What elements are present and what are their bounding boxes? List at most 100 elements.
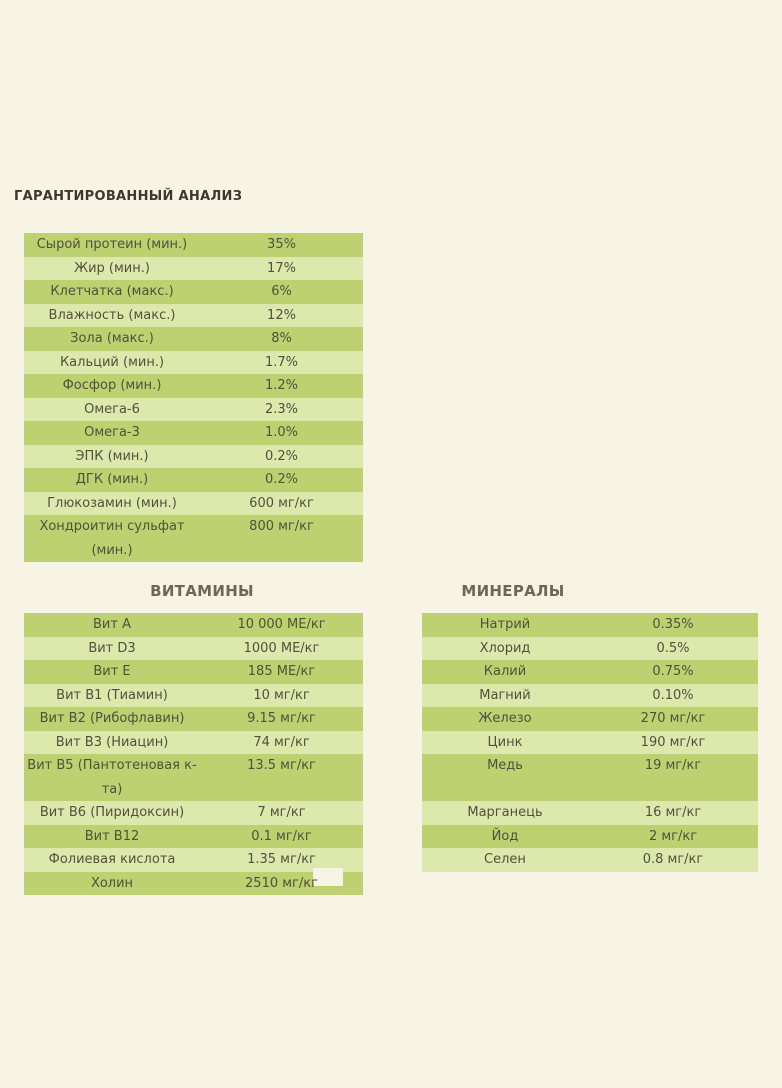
vitamins-heading: ВИТАМИНЫ [150,582,254,600]
row-value: 1000 МЕ/кг [243,640,320,656]
row-label: Жир (мин.) [74,260,150,276]
row-label: Хондроитин сульфат (мин.) [39,519,185,558]
row-value: 7 мг/кг [257,805,306,820]
row-label: Фосфор (мин.) [62,378,162,393]
table-row: Глюкозамин (мин.) 600 мг/кг [24,491,363,515]
table-row: Вит B2 (Рибофлавин) 9.15 мг/кг [24,707,363,731]
table-row: Селен 0.8 мг/кг [422,848,758,872]
row-value: 10 000 МЕ/кг [237,617,326,632]
row-value: 16 мг/кг [644,805,702,820]
row-value: 0.35% [652,617,694,632]
minerals-heading: МИНЕРАЛЫ [461,582,565,600]
row-value: 190 мг/кг [640,734,706,750]
row-value: 0.5% [656,640,690,656]
row-label: Сырой протеин (мин.) [36,237,188,252]
table-row: Омега-3 1.0% [24,421,363,445]
row-value: 270 мг/кг [640,711,706,726]
table-row: ЭПК (мин.) 0.2% [24,444,363,468]
row-label: Глюкозамин (мин.) [47,495,177,511]
row-value: 2 мг/кг [648,828,698,844]
table-row: Цинк 190 мг/кг [422,730,758,754]
row-value: 35% [267,237,296,252]
row-label: Медь [487,758,523,773]
table-row: Хлорид 0.5% [422,636,758,660]
row-label: Вит D3 [88,640,136,656]
row-value: 1.0% [264,425,299,440]
table-row: Вит B5 (Пантотеновая к-та) 13.5 мг/кг [24,754,363,801]
row-value: 0.1 мг/кг [251,828,312,844]
row-label: ДГК (мин.) [75,472,149,487]
table-row: Вит B12 0.1 мг/кг [24,824,363,848]
row-label: Натрий [479,617,531,632]
row-label: Кальций (мин.) [59,354,165,370]
row-label: Зола (макс.) [70,331,154,346]
row-label: Магний [479,687,531,703]
table-row: Вит A 10 000 МЕ/кг [24,613,363,637]
table-row: Натрий 0.35% [422,613,758,637]
row-label: Хлорид [479,640,531,656]
analysis-table: Сырой протеин (мин.) 35% Жир (мин.) 17% … [24,233,363,562]
table-row: Хондроитин сульфат (мин.) 800 мг/кг [24,515,363,562]
table-row: Фосфор (мин.) 1.2% [24,374,363,398]
row-value: 0.8 мг/кг [642,852,704,867]
minerals-table: Натрий 0.35% Хлорид 0.5% Калий 0.75% Маг… [422,613,758,872]
table-row: Фолиевая кислота 1.35 мг/кг [24,848,363,872]
table-row: Вит B6 (Пиридоксин) 7 мг/кг [24,801,363,825]
table-row: Марганець 16 мг/кг [422,801,758,825]
table-row: Калий 0.75% [422,660,758,684]
row-label: Вит B6 (Пиридоксин) [39,805,185,820]
row-value: 0.10% [652,687,694,703]
row-label: Вит B5 (Пантотеновая к-та) [27,758,197,797]
table-row: Зола (макс.) 8% [24,327,363,351]
row-value: 2.3% [264,401,299,417]
row-value: 19 мг/кг [644,758,702,773]
table-row: Вит B1 (Тиамин) 10 мг/кг [24,683,363,707]
row-label: Влажность (макс.) [48,307,176,323]
row-label: Холин [90,875,134,891]
page-title: ГАРАНТИРОВАННЫЙ АНАЛИЗ [14,189,243,204]
row-label: Вит B3 (Ниацин) [55,734,169,750]
row-value: 1.35 мг/кг [247,852,316,867]
table-row: Сырой протеин (мин.) 35% [24,233,363,257]
row-value: 600 мг/кг [249,495,314,511]
row-value: 1.2% [264,378,299,393]
row-value: 185 МЕ/кг [247,664,316,679]
row-value: 74 мг/кг [253,734,310,750]
selection-highlight [313,868,343,886]
row-value: 0.2% [264,448,299,464]
table-row: Магний 0.10% [422,683,758,707]
table-row: Влажность (макс.) 12% [24,303,363,327]
row-value: 0.2% [264,472,299,487]
table-row: Омега-6 2.3% [24,397,363,421]
table-row: Йод 2 мг/кг [422,824,758,848]
row-value: 12% [267,307,296,323]
table-row: Железо 270 мг/кг [422,707,758,731]
table-row: Вит E 185 МЕ/кг [24,660,363,684]
table-row: Вит B3 (Ниацин) 74 мг/кг [24,730,363,754]
row-label: Клетчатка (макс.) [50,284,174,299]
row-label: Вит B2 (Рибофлавин) [39,711,185,726]
row-value: 13.5 мг/кг [247,758,316,773]
row-label: Селен [484,852,526,867]
row-label: Фолиевая кислота [48,852,176,867]
row-label: ЭПК (мин.) [75,448,149,464]
vitamins-table: Вит A 10 000 МЕ/кг Вит D3 1000 МЕ/кг Вит… [24,613,363,895]
row-value: 800 мг/кг [249,519,314,534]
row-label: Омега-6 [84,401,140,417]
row-label: Вит B1 (Тиамин) [56,687,168,703]
row-label: Вит E [93,664,131,679]
table-row: Кальций (мин.) 1.7% [24,350,363,374]
row-label: Калий [483,664,527,679]
table-row: Медь 19 мг/кг [422,754,758,801]
row-value: 0.75% [652,664,694,679]
row-value: 10 мг/кг [253,687,310,703]
table-row: Вит D3 1000 МЕ/кг [24,636,363,660]
row-value: 9.15 мг/кг [247,711,316,726]
row-label: Железо [478,711,532,726]
row-value: 1.7% [264,354,299,370]
row-label: Йод [491,828,519,844]
row-value: 8% [271,331,292,346]
table-row: Холин 2510 мг/кг [24,871,363,895]
table-row: Жир (мин.) 17% [24,256,363,280]
row-label: Вит B12 [84,828,140,844]
